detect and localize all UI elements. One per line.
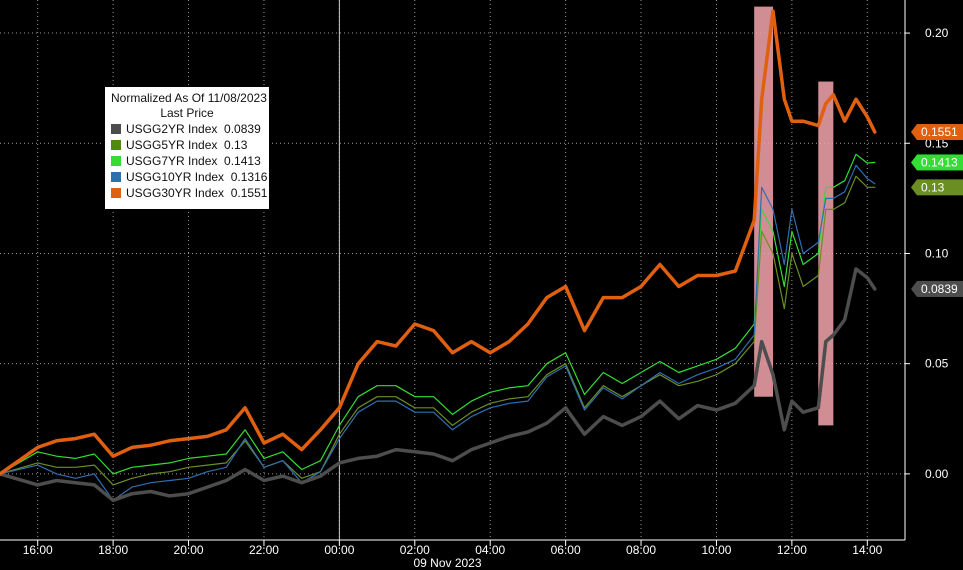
legend-series-value: 0.0839 xyxy=(224,122,261,136)
value-label-box xyxy=(917,280,963,297)
series-line xyxy=(0,153,876,475)
value-label-pointer xyxy=(911,124,917,141)
value-label: 0.13 xyxy=(911,179,963,196)
value-label-box xyxy=(917,179,963,196)
x-tick-label: 22:00 xyxy=(249,543,279,557)
legend-swatch xyxy=(111,188,121,198)
y-axis: 0.000.050.100.150.20 xyxy=(904,0,949,540)
highlight-box xyxy=(754,6,774,397)
series-line xyxy=(0,175,876,486)
legend-entry: USGG2YR Index 0.0839 xyxy=(111,121,263,137)
legend-series-name: USGG30YR Index xyxy=(126,186,225,200)
value-label-box xyxy=(917,124,963,141)
legend-subtitle: Last Price xyxy=(160,106,214,120)
y-tick-label: 0.10 xyxy=(925,246,949,260)
value-label: 0.1413 xyxy=(911,154,963,171)
legend: Normalized As Of 11/08/2023 Last Price U… xyxy=(104,86,270,210)
x-tick-label: 08:00 xyxy=(626,543,656,557)
value-label-text: 0.13 xyxy=(921,180,945,194)
value-label-text: 0.0839 xyxy=(921,282,958,296)
legend-series-name: USGG10YR Index xyxy=(126,170,225,184)
value-label-pointer xyxy=(911,154,917,171)
legend-series-value: 0.1551 xyxy=(230,186,268,200)
x-axis-label: 09 Nov 2023 xyxy=(413,556,482,570)
x-tick-label: 20:00 xyxy=(174,543,204,557)
x-tick-label: 16:00 xyxy=(23,543,53,557)
x-tick-label: 14:00 xyxy=(852,543,882,557)
y-tick-label: 0.05 xyxy=(925,357,949,371)
last-value-labels: 0.0839 0.13 0.1413 0.1551 xyxy=(911,124,963,297)
legend-swatch xyxy=(111,124,121,134)
legend-swatch xyxy=(111,172,121,182)
x-tick-label: 02:00 xyxy=(400,543,430,557)
y-tick-label: 0.00 xyxy=(925,467,949,481)
legend-series-name: USGG2YR Index xyxy=(126,122,218,136)
legend-title: Normalized As Of 11/08/2023 xyxy=(111,91,267,105)
series-line xyxy=(0,164,876,501)
value-label-pointer xyxy=(911,179,917,196)
legend-entry: USGG30YR Index 0.1551 xyxy=(111,185,267,201)
series-line xyxy=(0,267,877,503)
x-axis: 16:00 18:00 20:00 22:00 00:00 02:00 04:00 06:00… xyxy=(0,539,905,557)
legend-entry: USGG5YR Index 0.13 xyxy=(111,137,263,153)
legend-entry: USGG7YR Index 0.1413 xyxy=(111,153,263,169)
value-label-box xyxy=(917,154,963,171)
legend-entry: USGG10YR Index 0.1316 xyxy=(111,169,267,185)
x-tick-label: 04:00 xyxy=(475,543,505,557)
series-lines xyxy=(0,9,877,503)
legend-series-name: USGG5YR Index xyxy=(126,138,218,152)
x-tick-label: 00:00 xyxy=(324,543,354,557)
x-tick-label: 12:00 xyxy=(777,543,807,557)
legend-swatch xyxy=(111,156,121,166)
series-line xyxy=(0,9,877,476)
value-label: 0.1551 xyxy=(911,124,963,141)
value-label-text: 0.1551 xyxy=(921,125,958,139)
value-label-pointer xyxy=(911,280,917,297)
legend-series-value: 0.1316 xyxy=(230,170,268,184)
legend-swatch xyxy=(111,140,121,150)
x-tick-label: 10:00 xyxy=(701,543,731,557)
x-tick-label: 06:00 xyxy=(551,543,581,557)
legend-series-name: USGG7YR Index xyxy=(126,154,218,168)
value-label-text: 0.1413 xyxy=(921,155,958,169)
legend-series-value: 0.13 xyxy=(224,138,248,152)
x-tick-label: 18:00 xyxy=(98,543,128,557)
y-tick-label: 0.20 xyxy=(925,26,949,40)
value-label: 0.0839 xyxy=(911,280,963,297)
grid-lines xyxy=(0,0,905,540)
legend-series-value: 0.1413 xyxy=(224,154,261,168)
